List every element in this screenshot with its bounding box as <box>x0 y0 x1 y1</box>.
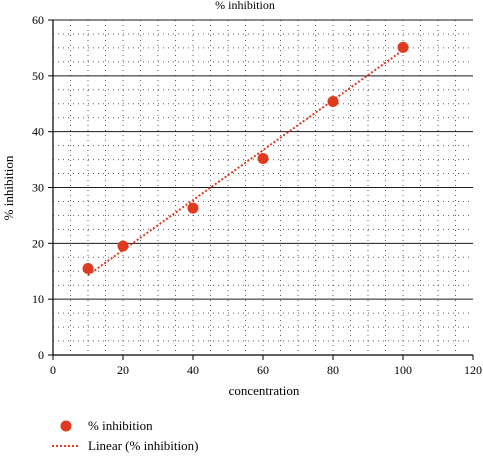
data-point <box>327 96 339 108</box>
legend-marker-scatter <box>60 420 72 432</box>
y-tick-label: 60 <box>32 13 44 27</box>
x-tick-label: 0 <box>50 363 56 377</box>
data-point <box>82 262 94 274</box>
data-point <box>397 41 409 53</box>
x-tick-label: 20 <box>117 363 129 377</box>
data-point <box>117 240 129 252</box>
legend-label-trendline: Linear (% inhibition) <box>88 438 198 453</box>
y-tick-label: 50 <box>32 69 44 83</box>
y-tick-labels: 0 10 20 30 40 50 60 <box>32 13 44 362</box>
x-tick-labels: 0 20 40 60 80 100 120 <box>50 363 482 377</box>
x-axis-label: concentration <box>229 383 300 398</box>
y-tick-label: 10 <box>32 292 44 306</box>
y-tick-label: 20 <box>32 236 44 250</box>
y-tick-label: 40 <box>32 125 44 139</box>
y-axis-label: % inhibition <box>1 155 16 220</box>
legend-item-scatter: % inhibition <box>60 418 153 433</box>
trendline <box>87 49 404 276</box>
series-layer <box>82 41 409 276</box>
y-tick-label: 30 <box>32 181 44 195</box>
legend-label-scatter: % inhibition <box>88 418 153 433</box>
legend-item-trendline: Linear (% inhibition) <box>52 438 198 453</box>
legend: % inhibition Linear (% inhibition) <box>52 418 198 453</box>
chart-title: % inhibition <box>215 0 275 12</box>
data-point <box>187 202 199 214</box>
x-tick-label: 60 <box>257 363 269 377</box>
x-tick-label: 120 <box>464 363 482 377</box>
x-tick-label: 80 <box>327 363 339 377</box>
x-tick-label: 100 <box>394 363 412 377</box>
x-tick-label: 40 <box>187 363 199 377</box>
data-point <box>257 152 269 164</box>
y-tick-label: 0 <box>38 348 44 362</box>
axes <box>48 19 474 360</box>
